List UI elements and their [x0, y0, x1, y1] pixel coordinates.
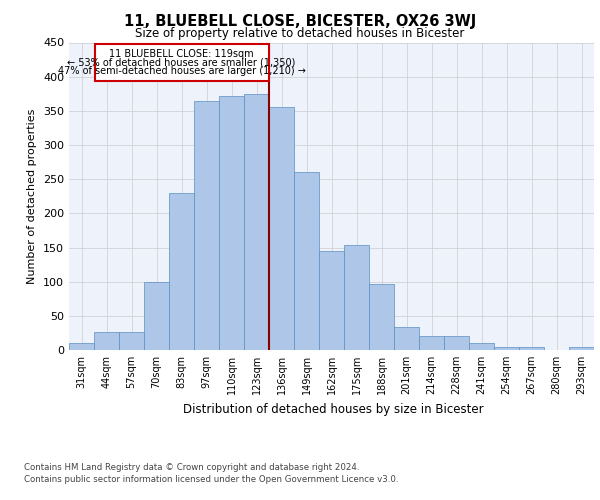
Bar	[394, 328, 419, 350]
Bar	[569, 348, 594, 350]
Bar	[494, 346, 519, 350]
Bar	[119, 332, 144, 350]
Bar	[319, 251, 344, 350]
Text: Contains public sector information licensed under the Open Government Licence v3: Contains public sector information licen…	[24, 475, 398, 484]
Text: 47% of semi-detached houses are larger (1,210) →: 47% of semi-detached houses are larger (…	[58, 66, 305, 76]
Bar	[444, 336, 469, 350]
Bar	[369, 284, 394, 350]
Bar	[69, 343, 94, 350]
Bar	[144, 282, 169, 350]
Text: ← 53% of detached houses are smaller (1,350): ← 53% of detached houses are smaller (1,…	[67, 58, 296, 68]
Bar	[219, 96, 244, 350]
Text: 11 BLUEBELL CLOSE: 119sqm: 11 BLUEBELL CLOSE: 119sqm	[109, 48, 254, 58]
Text: 11, BLUEBELL CLOSE, BICESTER, OX26 3WJ: 11, BLUEBELL CLOSE, BICESTER, OX26 3WJ	[124, 14, 476, 29]
Bar	[419, 336, 444, 350]
Bar	[169, 193, 194, 350]
Text: Distribution of detached houses by size in Bicester: Distribution of detached houses by size …	[182, 402, 484, 415]
Text: Size of property relative to detached houses in Bicester: Size of property relative to detached ho…	[136, 28, 464, 40]
Bar	[244, 94, 269, 350]
Bar	[519, 346, 544, 350]
FancyBboxPatch shape	[95, 44, 269, 82]
Bar	[294, 172, 319, 350]
Bar	[344, 246, 369, 350]
Bar	[94, 332, 119, 350]
Y-axis label: Number of detached properties: Number of detached properties	[28, 108, 37, 284]
Bar	[269, 108, 294, 350]
Text: Contains HM Land Registry data © Crown copyright and database right 2024.: Contains HM Land Registry data © Crown c…	[24, 462, 359, 471]
Bar	[469, 343, 494, 350]
Bar	[194, 100, 219, 350]
